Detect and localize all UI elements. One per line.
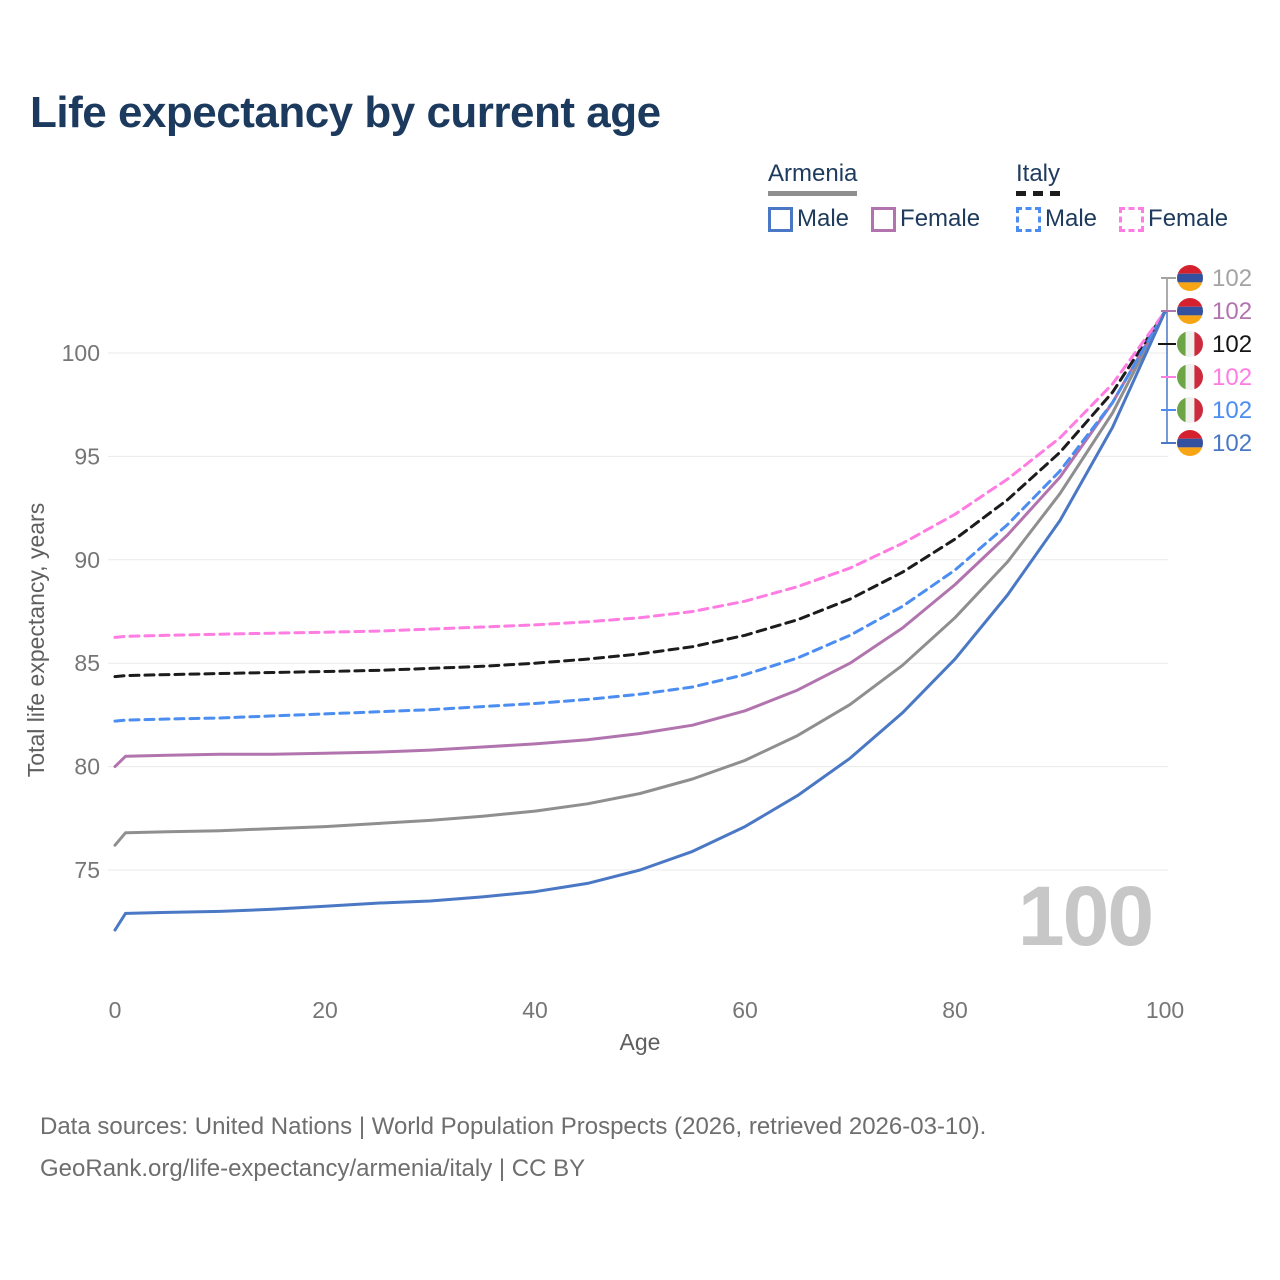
life-expectancy-chart[interactable]: 75 80 85 90 95 100 0 20 40 60 80 100 Total life exp… [0,0,1280,1080]
legend-item-armenia-female[interactable]: Female [871,205,980,233]
y-axis-title: Total life expectancy, years [23,503,49,777]
end-label-row-italy-male: 102 [1177,397,1252,424]
footer-data-sources: Data sources: United Nations | World Pop… [40,1113,987,1140]
armenia-female-swatch-icon [871,206,897,232]
y-tick-label: 85 [74,650,100,676]
leader-lines [1158,277,1176,444]
curves-layer [113,310,1167,932]
series-line-italy-male [113,310,1167,723]
x-tick-label: 0 [109,997,122,1023]
legend-item-italy-male[interactable]: Male [1016,205,1097,233]
end-label-row-italy-all: 102 [1177,331,1252,358]
end-labels-layer: 102 102 102 102 102 102 [1177,265,1252,457]
armenia-flag-icon [1177,430,1203,456]
legend-label-female: Female [900,205,981,232]
end-label-row-armenia-female: 102 [1177,298,1252,325]
legend-label-male: Male [1045,205,1098,232]
y-tick-label: 100 [62,340,100,366]
age-watermark: 100 [1018,869,1152,963]
grid-layer: 75 80 85 90 95 100 0 20 40 60 80 100 [62,340,1185,1023]
y-tick-label: 95 [74,443,100,469]
legend-item-armenia-male[interactable]: Male [768,205,849,233]
y-tick-label: 80 [74,754,100,780]
legend-country-label: Italy [1016,160,1061,187]
x-tick-label: 20 [312,997,338,1023]
legend-country-armenia[interactable]: Armenia [768,160,858,196]
series-line-armenia-all [113,310,1167,847]
x-tick-label: 60 [732,997,758,1023]
legend-group-armenia: Armenia Male Female [768,160,1002,233]
armenia-male-swatch-icon [768,206,793,232]
legend-label-female: Female [1148,205,1229,232]
x-axis-title: Age [620,1029,661,1055]
legend-group-italy: Italy Male Female [1016,160,1250,233]
end-value: 102 [1212,397,1252,424]
y-tick-label: 90 [74,547,100,573]
legend-label-male: Male [797,205,850,232]
end-label-row-italy-female: 102 [1177,364,1252,391]
armenia-flag-icon [1177,265,1203,291]
legend-item-italy-female[interactable]: Female [1119,205,1228,233]
end-value: 102 [1212,430,1252,457]
legend-country-italy[interactable]: Italy [1016,160,1061,196]
italy-male-swatch-icon [1016,206,1041,232]
end-value: 102 [1212,331,1252,358]
series-line-armenia-male [113,310,1167,932]
end-value: 102 [1212,364,1252,391]
end-label-row-armenia-male: 102 [1177,430,1252,457]
armenia-solid-line-sample [768,191,858,196]
italy-dashed-line-sample [1016,191,1061,196]
page-title: Life expectancy by current age [30,88,661,137]
end-value: 102 [1212,265,1252,292]
italy-flag-icon [1177,397,1203,423]
series-line-italy-female [113,310,1167,639]
end-value: 102 [1212,298,1252,325]
footer-attribution: GeoRank.org/life-expectancy/armenia/ital… [40,1155,586,1182]
armenia-flag-icon [1177,298,1203,324]
y-tick-label: 75 [74,857,100,883]
x-tick-label: 80 [942,997,968,1023]
end-label-row-armenia-all: 102 [1177,265,1252,292]
footer: Data sources: United Nations | World Pop… [40,1106,986,1190]
italy-flag-icon [1177,331,1203,357]
legend-country-label: Armenia [768,160,858,187]
x-tick-label: 100 [1146,997,1184,1023]
italy-female-swatch-icon [1119,206,1145,232]
italy-flag-icon [1177,364,1203,390]
series-line-italy-all [113,310,1167,679]
x-tick-label: 40 [522,997,548,1023]
series-line-armenia-female [113,310,1167,769]
